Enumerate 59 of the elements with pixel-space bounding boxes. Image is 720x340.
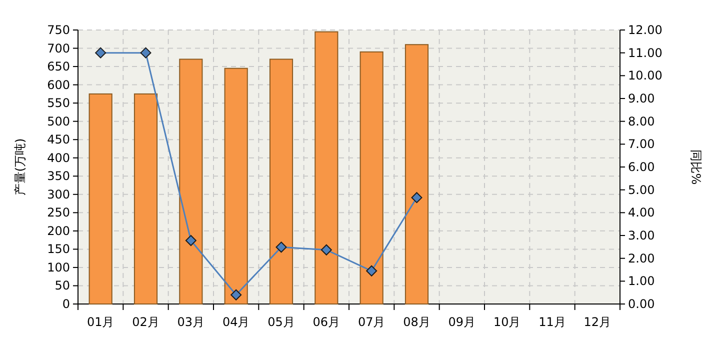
x-tick-label: 11月: [538, 315, 566, 329]
y2-tick-label: 2.00: [628, 251, 655, 266]
y2-tick-label: 11.00: [628, 46, 662, 60]
y-tick-label: 750: [47, 23, 70, 37]
x-tick-label: 05月: [268, 315, 295, 329]
y2-tick-label: 10.00: [628, 68, 662, 83]
x-tick-label: 03月: [177, 315, 205, 329]
y2-tick-label: 3.00: [628, 228, 655, 242]
y-tick-label: 100: [47, 260, 70, 274]
y-tick-label: 550: [47, 96, 70, 110]
y2-axis-title: 同比%: [689, 149, 703, 185]
bar: [314, 31, 338, 304]
x-tick-label: 01月: [86, 315, 114, 329]
y-tick-label: 700: [47, 41, 70, 56]
y2-tick-label: 7.00: [628, 137, 655, 152]
point: [185, 235, 196, 246]
y-tick-label: 0: [62, 297, 70, 311]
y2-tick-label: 9.00: [628, 92, 655, 106]
bar: [269, 58, 294, 304]
y2-tick-label: 12.00: [628, 23, 662, 37]
y-tick-label: 50: [54, 278, 70, 293]
y-tick-label: 600: [47, 78, 70, 92]
y-tick-label: 350: [47, 169, 70, 184]
y-tick-label: 250: [47, 206, 70, 220]
point: [95, 47, 106, 58]
x-tick-label: 07月: [358, 315, 386, 329]
y2-tick-label: 0.00: [628, 297, 655, 311]
y-axis-title: 产量(万吨): [13, 138, 27, 196]
y2-tick-label: 8.00: [628, 114, 655, 128]
y2-tick-label: 6.00: [628, 160, 655, 174]
x-tick-label: 09月: [448, 315, 476, 329]
point: [230, 289, 242, 300]
bar: [179, 58, 203, 304]
y2-tick-label: 4.00: [628, 206, 655, 220]
y-tick-label: 400: [47, 150, 70, 165]
x-tick-label: 08月: [403, 315, 430, 329]
y2-tick-label: 5.00: [628, 182, 655, 197]
x-tick-label: 04月: [222, 315, 250, 329]
bar: [360, 51, 384, 304]
point: [411, 192, 422, 204]
y-tick-label: 150: [47, 242, 70, 256]
point: [366, 265, 378, 276]
x-tick-label: 10月: [493, 315, 521, 329]
y2-tick-label: 1.00: [628, 274, 655, 288]
point: [320, 244, 332, 256]
y-tick-label: 650: [47, 60, 70, 74]
y-tick-label: 300: [47, 187, 70, 202]
bar: [404, 44, 429, 304]
point: [276, 242, 287, 253]
x-tick-label: 06月: [312, 315, 340, 329]
bar: [224, 68, 248, 304]
bar: [134, 93, 158, 304]
point: [140, 47, 152, 58]
x-tick-label: 02月: [132, 315, 160, 329]
y-tick-label: 500: [47, 114, 70, 128]
bar: [88, 93, 112, 304]
x-tick-label: 12月: [584, 315, 612, 329]
y-tick-label: 450: [47, 132, 70, 147]
y-tick-label: 200: [47, 224, 70, 238]
